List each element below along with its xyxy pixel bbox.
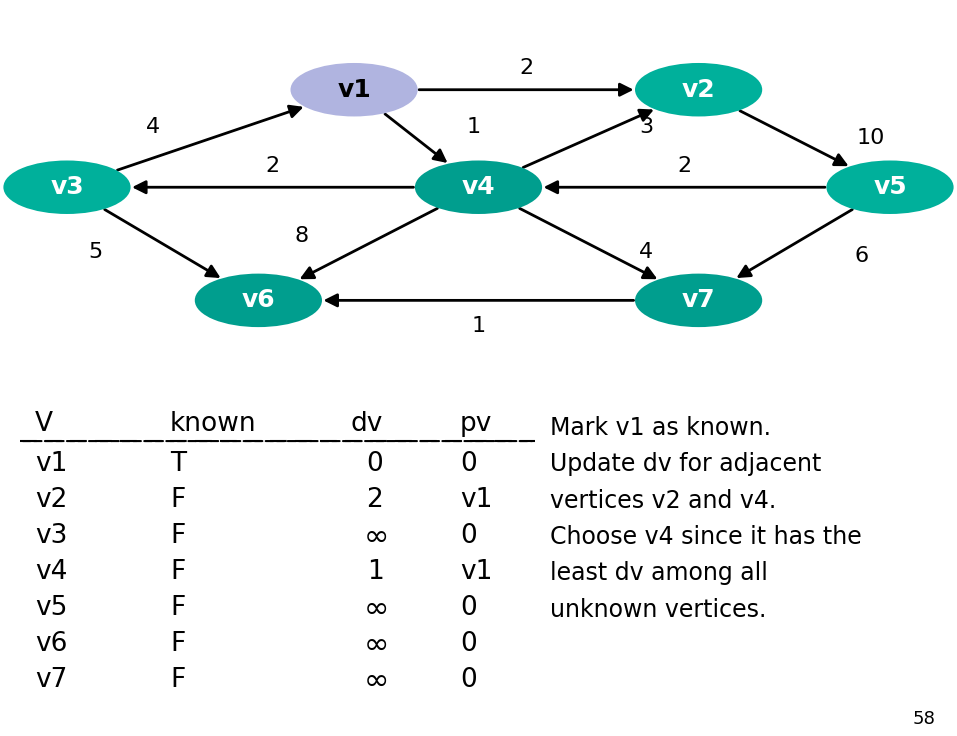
Text: v3: v3	[50, 175, 84, 199]
Circle shape	[636, 64, 761, 115]
Text: Mark v1 as known.
Update dv for adjacent
vertices v2 and v4.
Choose v4 since it : Mark v1 as known. Update dv for adjacent…	[550, 416, 861, 622]
Text: v6: v6	[241, 289, 276, 312]
Text: 8: 8	[295, 226, 308, 246]
Text: pv: pv	[460, 411, 492, 437]
Text: v1: v1	[337, 78, 371, 102]
Text: 0: 0	[460, 595, 477, 621]
Text: F: F	[170, 487, 186, 513]
Text: 2: 2	[520, 58, 533, 78]
Text: 1: 1	[467, 117, 480, 137]
Text: 6: 6	[855, 246, 868, 266]
Text: 3: 3	[639, 117, 653, 137]
Text: v4: v4	[461, 175, 496, 199]
Text: v1: v1	[35, 451, 67, 477]
Text: v7: v7	[35, 667, 67, 693]
Text: F: F	[170, 595, 186, 621]
Text: F: F	[170, 523, 186, 549]
Text: 10: 10	[857, 129, 885, 149]
Text: v5: v5	[873, 175, 907, 199]
Text: v3: v3	[35, 523, 67, 549]
Text: v4: v4	[35, 559, 67, 585]
Text: 1: 1	[367, 559, 384, 585]
Text: V: V	[35, 411, 53, 437]
Circle shape	[292, 64, 416, 115]
Text: 4: 4	[146, 117, 160, 137]
Text: 0: 0	[460, 523, 477, 549]
Text: 1: 1	[472, 316, 485, 336]
Text: 2: 2	[367, 487, 384, 513]
Text: v1: v1	[460, 487, 492, 513]
Text: v2: v2	[35, 487, 67, 513]
Text: 4: 4	[639, 241, 653, 261]
Text: 0: 0	[460, 667, 477, 693]
Text: v7: v7	[681, 289, 716, 312]
Circle shape	[416, 162, 541, 213]
Text: v6: v6	[35, 631, 67, 657]
Text: $\infty$: $\infty$	[363, 593, 387, 623]
Text: 2: 2	[678, 156, 691, 176]
Text: F: F	[170, 559, 186, 585]
Text: F: F	[170, 631, 186, 657]
Circle shape	[828, 162, 952, 213]
Text: v1: v1	[460, 559, 492, 585]
Text: v2: v2	[681, 78, 716, 102]
Text: $\infty$: $\infty$	[363, 629, 387, 659]
Text: known: known	[170, 411, 256, 437]
Text: 0: 0	[460, 631, 477, 657]
Text: 58: 58	[912, 710, 935, 728]
Text: $\infty$: $\infty$	[363, 522, 387, 551]
Text: 2: 2	[266, 156, 279, 176]
Circle shape	[5, 162, 129, 213]
Text: v5: v5	[35, 595, 67, 621]
Circle shape	[196, 275, 321, 326]
Text: 0: 0	[460, 451, 477, 477]
Text: $\infty$: $\infty$	[363, 665, 387, 695]
Text: dv: dv	[350, 411, 383, 437]
Text: T: T	[170, 451, 186, 477]
Text: F: F	[170, 667, 186, 693]
Circle shape	[636, 275, 761, 326]
Text: 0: 0	[367, 451, 384, 477]
Text: 5: 5	[89, 241, 102, 261]
